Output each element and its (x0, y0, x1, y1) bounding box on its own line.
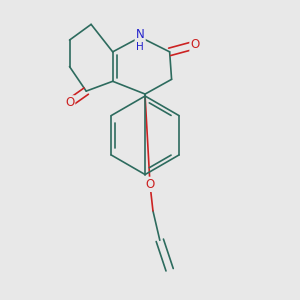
Text: N: N (136, 28, 145, 41)
Text: O: O (190, 38, 200, 52)
Text: O: O (65, 96, 74, 110)
Text: H: H (136, 42, 144, 52)
Text: O: O (146, 178, 154, 191)
